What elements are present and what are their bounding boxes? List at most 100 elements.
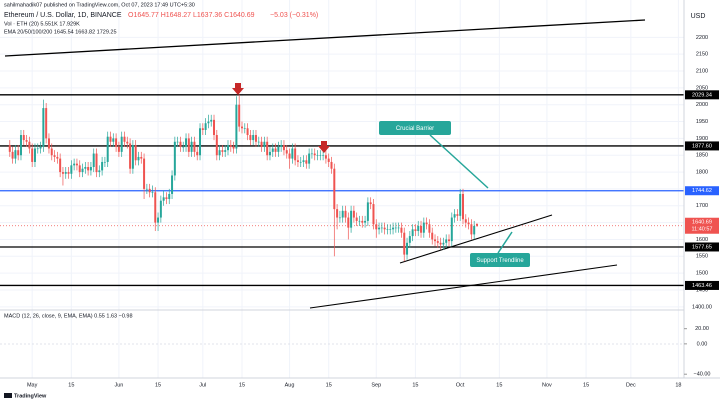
- candle-body: [42, 108, 45, 147]
- candle-body: [263, 141, 266, 147]
- candle-body: [473, 225, 476, 235]
- candle-body: [238, 104, 241, 127]
- candle-body: [408, 236, 411, 243]
- candle-body: [210, 119, 213, 122]
- candle-body: [201, 128, 204, 130]
- candle-body: [294, 148, 297, 161]
- candle-body: [33, 148, 36, 162]
- ohlc: O1645.77 H1648.27 L1637.36 C1640.69: [128, 12, 255, 19]
- candle-body: [232, 146, 235, 149]
- candle-body: [344, 210, 347, 218]
- price-level-label: 1744.62: [692, 188, 712, 194]
- candle-body: [422, 222, 425, 233]
- y-tick-label: 2150: [696, 52, 708, 58]
- candle-body: [383, 227, 386, 230]
- resistance-trendline: [4, 19, 646, 57]
- candle-body: [56, 156, 59, 159]
- candle-body: [439, 242, 442, 245]
- x-tick-label: 15: [496, 382, 502, 388]
- candle-body: [336, 209, 339, 218]
- price-level-label: 1877.60: [692, 143, 712, 149]
- candle-body: [397, 227, 400, 229]
- candle-body: [319, 155, 322, 156]
- candle-body: [61, 172, 64, 174]
- arrow: [318, 141, 330, 153]
- candle-body: [78, 165, 81, 173]
- candle-body: [36, 148, 39, 150]
- candle-body: [159, 200, 162, 218]
- candle-body: [215, 135, 218, 156]
- y-tick-label: 1500: [696, 271, 708, 277]
- x-tick-label: 15: [155, 382, 161, 388]
- candle-body: [95, 153, 98, 173]
- callout-line: [429, 134, 489, 189]
- y-tick-label: 1800: [696, 170, 708, 176]
- candle-body: [369, 202, 372, 205]
- candle-body: [221, 150, 224, 152]
- candle-body: [14, 150, 17, 159]
- candle-body: [378, 227, 381, 230]
- y-tick-label: 1900: [696, 136, 708, 142]
- candle-body: [366, 202, 369, 221]
- price-level-tag: [685, 90, 719, 100]
- candle-body: [322, 155, 325, 156]
- candle-body: [213, 119, 216, 136]
- candle-body: [341, 210, 344, 218]
- callout-text: Support Trendline: [476, 258, 524, 264]
- candle-body: [22, 135, 25, 141]
- candle-body: [101, 161, 104, 171]
- candle-body: [425, 222, 428, 225]
- candle-body: [456, 214, 459, 216]
- price-level-label: 1577.65: [692, 244, 712, 250]
- candle-body: [115, 138, 118, 147]
- candle-body: [316, 155, 319, 156]
- candle-body: [165, 197, 168, 200]
- candle-body: [475, 224, 478, 226]
- candle-body: [436, 241, 439, 243]
- candle-body: [282, 145, 285, 151]
- candle-body: [386, 229, 389, 230]
- candle-body: [47, 138, 50, 149]
- candle-body: [98, 170, 101, 173]
- candle-body: [148, 188, 151, 193]
- candle-body: [117, 146, 120, 152]
- candle-body: [120, 136, 123, 152]
- candle-body: [291, 148, 294, 159]
- candle-body: [277, 146, 280, 152]
- x-tick-label: 15: [68, 382, 74, 388]
- candle-body: [271, 148, 274, 152]
- y-tick-label: 1450: [696, 287, 708, 293]
- candle-body: [355, 217, 358, 221]
- candle-body: [92, 153, 95, 168]
- candle-body: [420, 225, 423, 233]
- candle-body: [103, 161, 106, 163]
- candle-body: [106, 136, 109, 162]
- candle-body: [392, 227, 395, 230]
- candle-body: [70, 165, 73, 174]
- candle-body: [154, 192, 157, 223]
- candle-body: [224, 150, 227, 152]
- price-level-label: 2029.34: [692, 92, 712, 98]
- candle-body: [64, 172, 67, 174]
- candle-body: [417, 225, 420, 232]
- candle-body: [252, 135, 255, 141]
- y-tick-label: 2000: [696, 102, 708, 108]
- publisher: sahilmahadik07 published on TradingView.…: [4, 2, 195, 8]
- callout-box: [379, 121, 451, 135]
- x-tick-label: 15: [239, 382, 245, 388]
- candle-body: [193, 141, 196, 152]
- arrow: [232, 83, 244, 95]
- candle-body: [145, 188, 148, 190]
- candle-body: [350, 210, 353, 228]
- currency: USD: [691, 13, 706, 20]
- candle-body: [375, 224, 378, 230]
- price-level-tag: [685, 242, 719, 252]
- candle-body: [406, 242, 409, 255]
- axes: 1400.00145015001550160016501700175018001…: [27, 35, 719, 388]
- candle-body: [179, 141, 182, 147]
- candle-body: [151, 192, 154, 193]
- y-tick-label: 1850: [696, 153, 708, 159]
- y-tick-label: 1950: [696, 119, 708, 125]
- support-trendline: [399, 214, 553, 264]
- x-tick-label: Sep: [371, 382, 381, 388]
